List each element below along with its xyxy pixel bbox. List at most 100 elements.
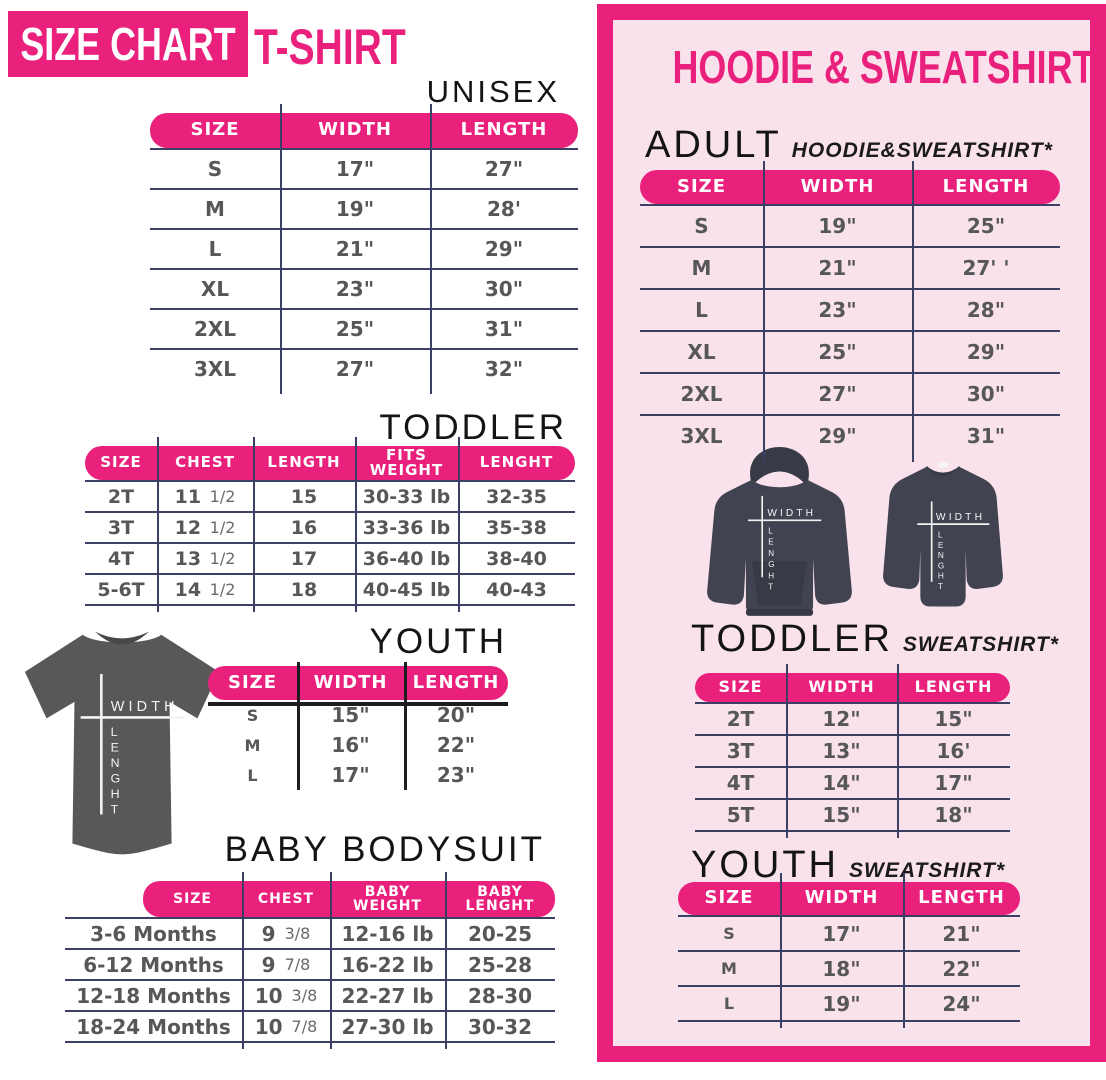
table-cell: 23" — [335, 277, 375, 301]
table-cell: 10 3/8 — [254, 983, 318, 1008]
toddler-sweatshirt-heading: TODDLER SWEATSHIRT* — [691, 618, 1059, 660]
column-divider — [242, 872, 244, 1049]
column-header: SIZE — [227, 671, 277, 693]
table-row: S 17" 27" — [150, 148, 578, 188]
table-cell: 17" — [331, 763, 370, 787]
table-cell: 23" — [436, 763, 476, 787]
table-cell: 27" — [484, 157, 524, 181]
table-cell: S — [694, 214, 709, 238]
table-cell: 16 — [290, 516, 318, 539]
table-cell: 11 1/2 — [174, 485, 236, 508]
column-divider — [445, 872, 447, 1049]
table-cell: 23" — [818, 298, 857, 322]
table-cell: 33-36 lb — [362, 516, 451, 539]
table-cell: 19" — [335, 197, 375, 221]
toddler-heading: TODDLER — [379, 408, 567, 447]
table-cell: 22" — [436, 733, 476, 757]
table-cell: 6-12 Months — [83, 952, 224, 977]
column-header: FITS WEIGHT — [369, 445, 444, 479]
adult-size-table: SIZE WIDTH LENGTH S 19" 25" M 21" 27' ' L 23" 28" XL… — [640, 161, 1060, 462]
table-cell: 4T — [107, 547, 135, 570]
column-header: CHEST — [175, 453, 235, 472]
column-header: WIDTH — [808, 677, 875, 697]
column-header: SIZE — [190, 119, 240, 141]
table-cell: 5-6T — [97, 578, 145, 601]
table-header: SIZE WIDTH LENGTH — [640, 170, 1060, 204]
table-cell: 15" — [934, 707, 973, 731]
column-header: WIDTH — [804, 887, 879, 909]
table-cell: M — [691, 256, 712, 280]
adult-heading: ADULT HOODIE&SWEATSHIRT* — [645, 124, 1053, 166]
table-cell: S — [723, 924, 735, 943]
column-divider — [253, 437, 255, 612]
table-row: S 17" 21" — [678, 915, 1020, 950]
table-header: SIZE WIDTH LENGTH — [150, 113, 578, 148]
table-cell: 13" — [822, 739, 861, 763]
table-row: 18-24 Months 10 7/8 27-30 lb 30-32 — [65, 1010, 555, 1043]
column-divider — [404, 662, 407, 790]
column-divider — [280, 104, 282, 394]
table-header: SIZE CHEST LENGTH FITS WEIGHT LENGHT — [85, 446, 575, 480]
table-cell: 12 1/2 — [174, 516, 236, 539]
table-cell: M — [205, 197, 225, 221]
table-cell: XL — [200, 277, 230, 301]
table-cell: 14" — [822, 771, 861, 795]
tshirt-title: T-SHIRT — [254, 19, 406, 75]
column-header: BABY WEIGHT — [353, 883, 422, 914]
column-header: LENGTH — [412, 671, 500, 693]
unisex-size-table: SIZE WIDTH LENGTH S 17" 27" M 19" 28' L 21" 29" XL 23… — [150, 104, 578, 394]
table-cell: M — [244, 735, 261, 755]
width-label: WIDTH — [936, 512, 985, 523]
table-cell: 3XL — [193, 357, 237, 381]
table-cell: 12-18 Months — [76, 983, 231, 1008]
table-cell: M — [721, 959, 737, 978]
table-cell: 18" — [934, 803, 973, 827]
table-cell: 2XL — [680, 382, 723, 406]
table-row: 3XL 27" 32" — [150, 348, 578, 388]
table-cell: 12-16 lb — [341, 921, 434, 946]
table-row: 5T 15" 18" — [695, 798, 1010, 832]
column-divider — [903, 873, 905, 1028]
table-cell: 29" — [966, 340, 1006, 364]
table-row: 5-6T 14 1/2 18 40-45 lb 40-43 — [85, 573, 575, 606]
table-row: 12-18 Months 10 3/8 22-27 lb 28-30 — [65, 979, 555, 1010]
table-cell: 2T — [107, 485, 135, 508]
table-header: SIZE WIDTH LENGTH — [208, 666, 508, 700]
table-row: 2XL 25" 31" — [150, 308, 578, 348]
column-header: SIZE — [172, 890, 212, 907]
table-row: L 17" 23" — [208, 760, 508, 790]
youth-heading: YOUTH — [369, 622, 507, 661]
table-cell: 21" — [335, 237, 375, 261]
table-cell: 30" — [484, 277, 524, 301]
table-row: 3T 13" 16' — [695, 734, 1010, 766]
table-cell: 16-22 lb — [341, 952, 434, 977]
table-cell: 18-24 Months — [76, 1014, 231, 1039]
table-row: S 15" 20" — [208, 700, 508, 730]
table-cell: 15" — [822, 803, 861, 827]
youth-subheading: SWEATSHIRT* — [849, 859, 1006, 882]
youth-sweatshirt-size-table: SIZE WIDTH LENGTH S 17" 21" M 18" 22" L 19" 24" — [678, 873, 1020, 1028]
table-cell: 32" — [484, 357, 524, 381]
table-cell: 38-40 — [486, 547, 547, 570]
youth-size-table: SIZE WIDTH LENGTH S 15" 20" M 16" 22" L 17" 23" — [208, 662, 508, 790]
table-cell: 31" — [966, 424, 1006, 448]
table-row: 2XL 27" 30" — [640, 372, 1060, 414]
toddler-size-table: SIZE CHEST LENGTH FITS WEIGHT LENGHT 2T 11 1/2 1… — [85, 437, 575, 612]
table-row: S 19" 25" — [640, 204, 1060, 246]
table-cell: 9 3/8 — [261, 921, 311, 946]
table-row: L 23" 28" — [640, 288, 1060, 330]
table-row: 4T 13 1/2 17 36-40 lb 38-40 — [85, 542, 575, 573]
size-chart-banner: SIZE CHART — [8, 11, 248, 77]
column-header: LENGTH — [914, 677, 993, 697]
column-header: LENGTH — [460, 119, 548, 141]
column-header: SIZE — [676, 175, 726, 197]
column-divider — [897, 664, 899, 838]
column-divider — [458, 437, 460, 612]
table-cell: 18" — [822, 956, 861, 981]
table-cell: 40-45 lb — [362, 578, 451, 601]
